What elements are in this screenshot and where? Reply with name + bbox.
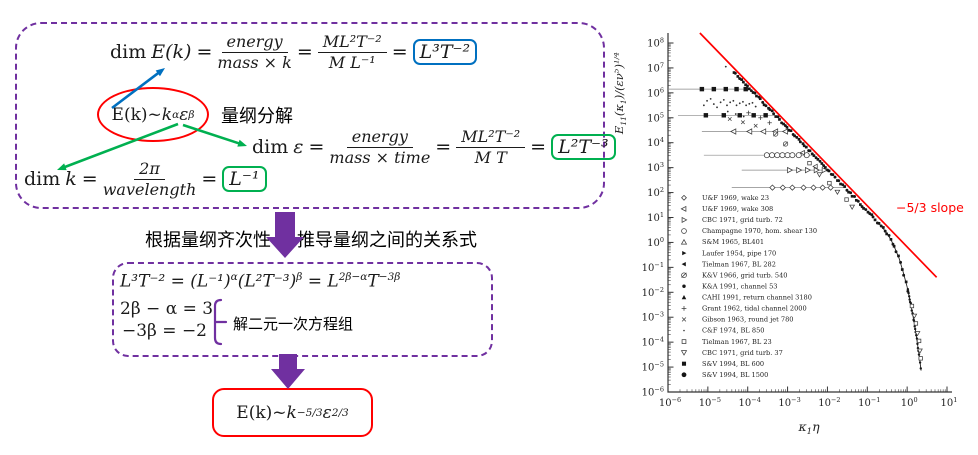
equals-sign: = — [296, 41, 313, 64]
dim-k-lhs: k — [65, 168, 77, 191]
legend-entry: C&F 1974, BL 850 — [702, 327, 764, 335]
svg-text:105: 105 — [647, 111, 664, 124]
svg-text:10−4: 10−4 — [739, 396, 761, 409]
x-axis-label: κ1η — [797, 419, 820, 437]
legend-entry: S&V 1994, BL 1500 — [702, 371, 768, 379]
legend-entry: S&V 1994, BL 600 — [702, 360, 764, 368]
y-axis-label: E11(κ1)/(εν5)1/4 — [614, 52, 628, 135]
legend-entry: CBC 1971, grid turb. 72 — [702, 216, 783, 224]
svg-text:10−3: 10−3 — [642, 311, 664, 324]
result-dim-epsilon: L²T⁻³ — [551, 134, 616, 161]
legend-entry: Tielman 1967, BL 23 — [702, 338, 772, 346]
legend-entry: CAHI 1991, return channel 3180 — [702, 294, 812, 302]
svg-text:100: 100 — [901, 396, 918, 409]
svg-text:10−4: 10−4 — [642, 336, 664, 349]
equals-sign: = — [391, 41, 408, 64]
equation-dim-epsilon: dim ε = energy mass × time = ML²T⁻² M T … — [252, 128, 616, 167]
legend: U&F 1969, wake 23 U&F 1969, wake 308 CBC 1… — [680, 194, 817, 379]
svg-text:108: 108 — [647, 37, 664, 50]
legend-entry: Gibson 1963, round jet 780 — [702, 316, 793, 324]
equals-sign: = — [196, 41, 213, 64]
homogeneity-caption-right: 推导量纲之间的关系式 — [297, 230, 477, 251]
fraction-ML2T-2-MT: ML²T⁻² M T — [456, 128, 526, 167]
result-dim-E: L³T⁻² — [412, 39, 478, 66]
result-dim-k: L⁻¹ — [222, 166, 267, 193]
dimension-decomposition-box — [15, 22, 605, 209]
fraction-ML2T-2-ML-1: ML²T⁻² M L⁻¹ — [317, 33, 387, 72]
conclusion-box: E(k)~ k −5/3 ε 2/3 — [212, 388, 373, 437]
ref-line-53 — [699, 32, 938, 278]
legend-entry: Laufer 1954, pipe 170 — [702, 249, 776, 257]
legend-entry: S&M 1965, BL401 — [702, 238, 764, 246]
fraction-2pi-wavelength: 2π wavelength — [102, 159, 197, 199]
dim-operator: dim — [252, 136, 289, 159]
svg-text:101: 101 — [647, 211, 664, 224]
legend-entry: CBC 1971, grid turb. 37 — [702, 349, 783, 357]
svg-text:10−2: 10−2 — [818, 396, 840, 409]
legend-entry: Tielman 1967, BL 282 — [702, 260, 776, 268]
dimension-balance-equation: L³T⁻² = (L⁻¹)α(L²T⁻³)β = L2β−αT−3β — [120, 271, 401, 292]
dim-operator: dim — [24, 168, 61, 191]
hypothesis-ellipse: E(k)~ k α ε β — [97, 87, 209, 142]
equals-sign: = — [201, 168, 218, 191]
equation-system-line-1: 2β − α = 3 — [120, 299, 214, 319]
svg-text:10−2: 10−2 — [642, 286, 664, 299]
legend-entry: K&V 1966, grid turb. 540 — [702, 271, 787, 279]
equals-sign: = — [308, 136, 325, 159]
svg-text:103: 103 — [647, 161, 664, 174]
slope-label: −5/3 slope — [896, 200, 964, 215]
dim-operator: dim — [110, 41, 147, 64]
solve-system-label: 解二元一次方程组 — [233, 315, 354, 333]
svg-text:101: 101 — [941, 396, 958, 409]
homogeneity-caption-left: 根据量纲齐次性 — [145, 230, 271, 251]
svg-text:10−1: 10−1 — [858, 396, 880, 409]
svg-text:106: 106 — [647, 86, 664, 99]
svg-text:10−6: 10−6 — [659, 396, 681, 409]
dim-E-lhs: E(k) — [151, 41, 192, 64]
legend-entry: Champagne 1970, hom. shear 130 — [702, 227, 817, 235]
svg-text:100: 100 — [647, 236, 664, 249]
equation-dim-k: dim k = 2π wavelength = L⁻¹ — [24, 160, 267, 199]
fraction-energy-mass-time: energy mass × time — [329, 127, 431, 167]
svg-text:10−6: 10−6 — [642, 386, 664, 399]
svg-text:10−3: 10−3 — [778, 396, 800, 409]
dim-eps-lhs: ε — [293, 136, 304, 159]
legend-entry: Grant 1962, tidal channel 2000 — [702, 305, 807, 313]
decomposition-label: 量纲分解 — [221, 106, 293, 127]
scatter-dots — [702, 65, 923, 361]
legend-entry: U&F 1969, wake 23 — [702, 194, 769, 202]
svg-text:10−5: 10−5 — [699, 396, 721, 409]
svg-text:107: 107 — [647, 61, 664, 74]
svg-text:10−5: 10−5 — [642, 361, 664, 374]
legend-entry: K&A 1991, channel 53 — [702, 282, 778, 290]
block-arrow-down-2 — [271, 354, 305, 389]
equals-sign: = — [435, 136, 452, 159]
equation-system-line-2: −3β = −2 — [122, 321, 207, 341]
dataset-branches — [668, 86, 845, 191]
fraction-energy-mass-k: energy mass × k — [217, 32, 292, 72]
svg-text:104: 104 — [647, 136, 664, 149]
energy-spectrum-chart: 108 107 106 105 104 103 102 101 100 10−1 10−2 10−3 1… — [614, 32, 964, 437]
legend-entry: U&F 1969, wake 308 — [702, 205, 773, 213]
equation-dim-E: dim E(k) = energy mass × k = ML²T⁻² M L⁻… — [110, 32, 478, 72]
equals-sign: = — [81, 168, 98, 191]
svg-text:102: 102 — [647, 186, 664, 199]
svg-text:10−1: 10−1 — [642, 261, 664, 274]
equals-sign: = — [530, 136, 547, 159]
